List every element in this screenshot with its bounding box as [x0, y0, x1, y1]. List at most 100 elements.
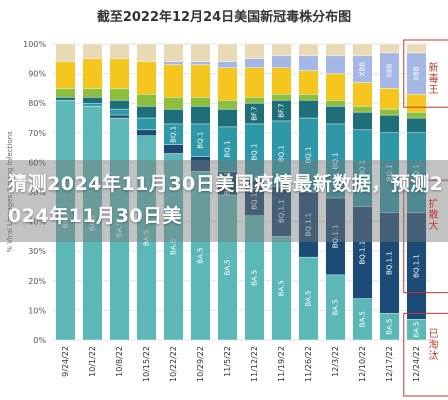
bar-segment-ba-4-6: [406, 111, 427, 119]
bar-segment-ba-2-75: [244, 67, 265, 98]
y-tick-label: 60%: [28, 158, 46, 167]
x-tick-label: 10/1/22: [88, 346, 97, 377]
bar-data-label: BA.5: [305, 290, 313, 306]
x-tick-label: 10/15/22: [142, 346, 151, 382]
bar-data-label: BQ.1.1: [278, 199, 286, 223]
y-tick-label: 100%: [23, 40, 46, 49]
bar-data-label: BA.5: [224, 259, 232, 275]
bar-data-label: BA.5: [116, 221, 124, 237]
bar-data-label: BA.5: [413, 322, 421, 338]
x-tick-label: 10/22/22: [169, 346, 178, 382]
bar-segment-other: [352, 43, 373, 57]
bar-data-label: BA.5: [278, 280, 286, 296]
bar-data-label: BQ.1: [359, 160, 367, 177]
bar-data-label: BA.5: [197, 248, 205, 264]
y-tick-label: 80%: [28, 99, 46, 108]
bar-segment-bq-1-1: [109, 114, 130, 119]
bar-data-label: BQ.1: [224, 141, 232, 158]
bar-data-label: BQ.1.1: [386, 251, 394, 275]
bar-segment-other: [379, 43, 400, 54]
caption-text: 猜测2024年11月30日美国疫情最新数据，预测2024年11月30日美: [8, 173, 444, 227]
bar-segment-bf-7: [352, 111, 373, 131]
bar-segment-ba-4-6: [217, 100, 238, 110]
bar-segment-ba-2-75: [109, 58, 130, 89]
bar-data-label: BF.7: [251, 106, 259, 120]
y-tick-label: 30%: [28, 247, 46, 256]
bar-segment-other: [298, 43, 319, 57]
bar-data-label: BQ.1: [305, 147, 313, 164]
bar-segment-xbb: [217, 61, 238, 68]
bar-segment-ba-4-6: [244, 97, 265, 104]
bar-segment-ba-4-6: [82, 88, 103, 98]
bar-segment-other: [163, 43, 184, 62]
x-tick-label: 11/12/22: [250, 346, 259, 382]
x-tick-label: 10/29/22: [196, 346, 205, 382]
x-tick-label: 10/8/22: [115, 346, 124, 377]
y-tick-label: 40%: [28, 218, 46, 227]
bar-segment-bq-1: [82, 102, 103, 107]
bar-segment-xbb: [271, 55, 292, 68]
y-tick-label: 90%: [28, 70, 46, 79]
bar-data-label: BQ.1.1: [251, 186, 259, 210]
bar-segment-bf-7: [190, 105, 211, 125]
bar-segment-other: [217, 43, 238, 62]
bar-segment-ba-2-75: [325, 73, 346, 101]
bar-segment-bf-7: [163, 108, 184, 125]
x-tick-label: 12/3/22: [331, 346, 340, 377]
y-tick-label: 50%: [28, 188, 46, 197]
bar-data-label: BF.7: [278, 103, 286, 117]
x-tick-label: 11/26/22: [304, 346, 313, 382]
bar-segment-ba-4-6: [109, 88, 130, 101]
y-tick-label: 10%: [28, 306, 46, 315]
highlight-box-bq: [403, 179, 448, 294]
y-tick-label: 70%: [28, 129, 46, 138]
bar-segment-bq-1: [109, 108, 130, 116]
bar-segment-ba-4-6: [136, 94, 157, 107]
bar-segment-ba-2-75: [298, 70, 319, 95]
bar-data-label: XBB: [359, 62, 367, 77]
chart-title: 截至2022年12月24日美国新冠毒株分布图: [96, 10, 352, 25]
bar-data-label: BQ.1: [413, 164, 421, 181]
bar-data-label: BQ.1: [170, 126, 178, 143]
bar-data-label: BA.5: [359, 311, 367, 327]
highlight-box-ba5: [403, 312, 448, 397]
bar-data-label: BQ.1.1: [359, 241, 367, 265]
bar-data-label: BA.5: [143, 230, 151, 246]
bar-segment-bq-1-1: [163, 144, 184, 154]
annotation-spread: 扩散大: [426, 198, 437, 231]
caption-overlay: [0, 160, 448, 242]
y-axis-label: % Viral Lineages Among Infections: [6, 131, 14, 253]
bar-segment-ba-2-75: [217, 67, 238, 101]
bar-data-label: BA.5: [62, 212, 70, 228]
bar-data-label: BQ.1.1: [305, 213, 313, 237]
bar-segment-xbb: [244, 58, 265, 68]
bar-segment-other: [136, 43, 157, 62]
bar-data-label: BQ.1.1: [413, 254, 421, 278]
x-tick-label: 9/24/22: [61, 346, 70, 377]
bar-data-label: XBB: [386, 63, 394, 78]
bar-segment-other: [244, 43, 265, 60]
bar-segment-ba-4-6: [298, 94, 319, 101]
bar-segment-bf-7: [136, 105, 157, 119]
annotation-eliminated: 已淘汰: [426, 328, 437, 361]
y-tick-label: 0%: [33, 336, 46, 345]
bar-segment-ba-2-75: [82, 58, 103, 89]
bar-data-label: BQ.1: [332, 152, 340, 169]
bar-segment-other: [55, 43, 76, 62]
bar-segment-xbb: [298, 55, 319, 71]
y-tick-label: 20%: [28, 277, 46, 286]
bar-segment-bq-1-1: [136, 129, 157, 136]
bar-data-label: BA.5: [89, 215, 97, 231]
bar-segment-other: [82, 43, 103, 60]
bar-data-label: BQ.1.1: [224, 171, 232, 195]
bar-segment-ba-4-6: [379, 108, 400, 116]
bar-data-label: BQ.1: [278, 145, 286, 162]
x-tick-label: 11/19/22: [277, 346, 286, 382]
bar-data-label: BA.5: [251, 270, 259, 286]
x-tick-label: 11/5/22: [223, 346, 232, 377]
bar-data-label: BA.5: [386, 319, 394, 335]
bar-segment-ba-2-75: [55, 61, 76, 89]
bar-segment-ba-2-75: [136, 61, 157, 95]
bar-segment-ba-2-75: [352, 82, 373, 107]
bar-segment-ba-4-6: [271, 94, 292, 101]
